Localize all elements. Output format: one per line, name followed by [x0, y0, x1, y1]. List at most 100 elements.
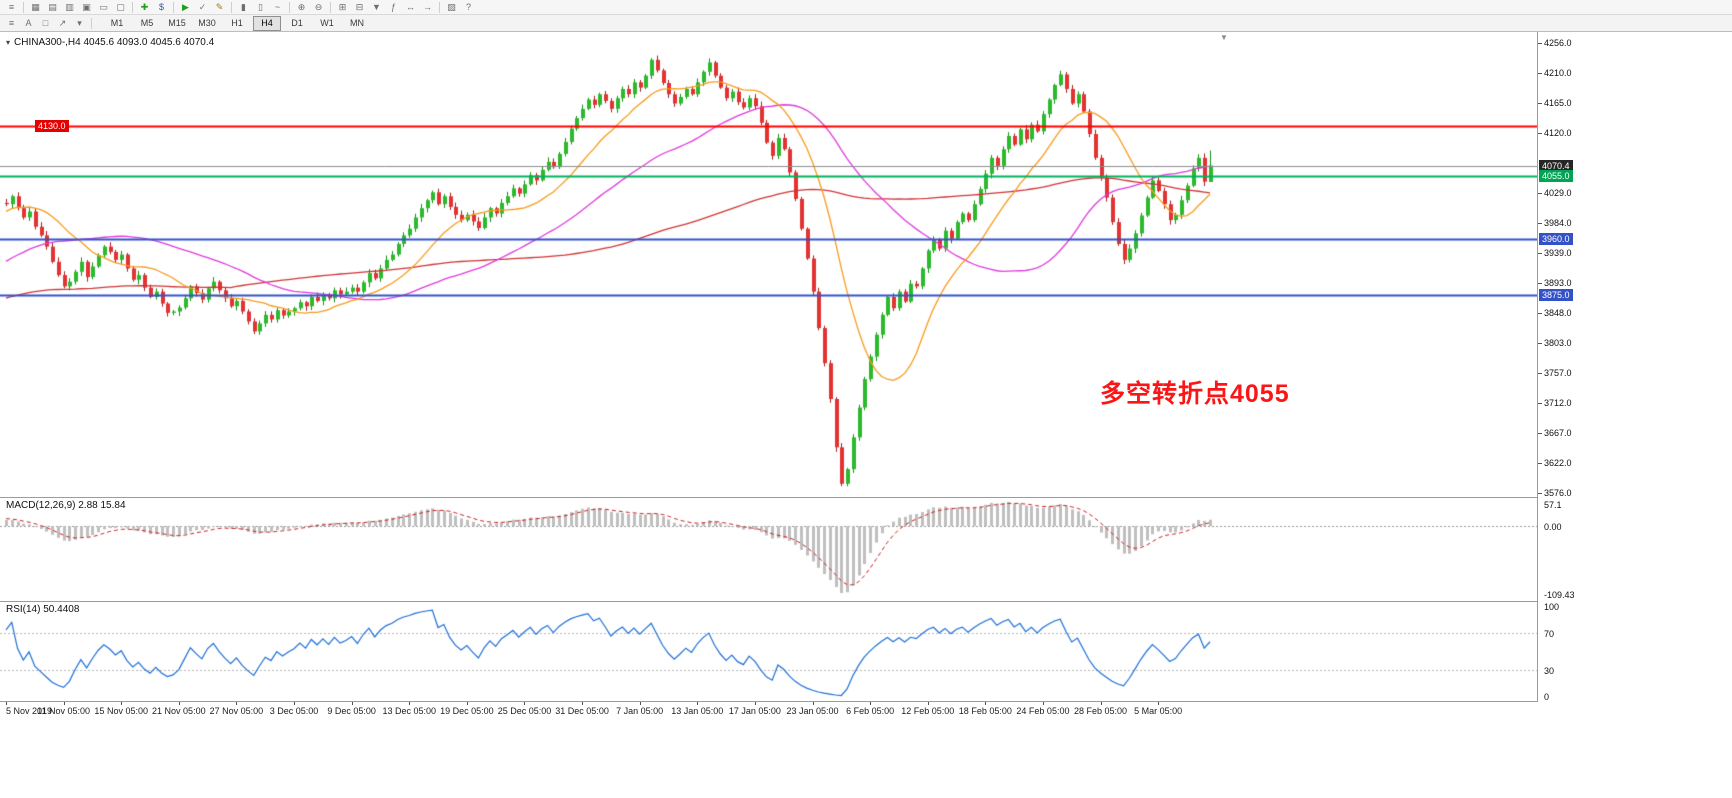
chart-menu-icon[interactable]: ▾ — [6, 38, 11, 47]
profiles-icon[interactable]: ▤ — [48, 1, 57, 12]
price-tick-mark — [1538, 373, 1542, 374]
price-tick-label: 3848.0 — [1544, 307, 1572, 318]
time-tick-label: 9 Dec 05:00 — [327, 706, 376, 716]
strategy-tester-icon[interactable]: ✓ — [198, 1, 207, 12]
templates-icon[interactable]: ▼ — [372, 1, 381, 12]
timeframe-button-d1[interactable]: D1 — [291, 17, 303, 28]
price-tick-mark — [1538, 403, 1542, 404]
price-tick-label: 3576.0 — [1544, 488, 1572, 499]
timeframe-button-mn[interactable]: MN — [350, 17, 364, 28]
line-chart-mode-icon[interactable]: ~ — [274, 1, 281, 12]
time-tick-mark — [352, 702, 353, 705]
timeframe-button-h1[interactable]: H1 — [231, 17, 243, 28]
candlestick-mode-icon[interactable]: ▯ — [258, 1, 263, 12]
time-tick-mark — [121, 702, 122, 705]
chart-shift-icon[interactable]: → — [423, 1, 432, 12]
rsi-axis-label: 30 — [1544, 666, 1555, 677]
objects-list-icon[interactable]: ≡ — [8, 17, 15, 28]
chart-shift-marker-icon[interactable]: ▼ — [1220, 33, 1228, 42]
price-axis[interactable]: 4256.0 4210.0 4165.0 4120.0 4029.0 3984.0 3939… — [1537, 32, 1732, 702]
rsi-canvas[interactable] — [0, 602, 1537, 701]
price-tick-mark — [1538, 103, 1542, 104]
price-tick-label: 3893.0 — [1544, 278, 1572, 289]
time-tick-label: 18 Feb 05:00 — [958, 706, 1012, 716]
time-tick-mark — [1158, 702, 1159, 705]
time-tick-label: 15 Nov 05:00 — [94, 706, 148, 716]
time-tick-mark — [697, 702, 698, 705]
price-line-badge: 4070.4 — [1539, 159, 1573, 172]
price-tick-mark — [1538, 193, 1542, 194]
arrows-tool-icon[interactable]: ↗ — [58, 17, 67, 28]
time-tick-label: 31 Dec 05:00 — [555, 706, 609, 716]
autoscroll-icon[interactable]: ↔ — [406, 1, 415, 12]
shapes-tool-icon[interactable]: □ — [42, 17, 49, 28]
pane-splitter-rsi[interactable] — [0, 601, 1732, 602]
price-chart-canvas[interactable] — [0, 32, 1537, 497]
rsi-label: RSI(14) 50.4408 — [6, 604, 80, 615]
menu-icon[interactable]: ≡ — [8, 1, 15, 12]
time-tick-label: 25 Dec 05:00 — [497, 706, 552, 716]
time-tick-mark — [294, 702, 295, 705]
time-tick-label: 13 Dec 05:00 — [382, 706, 437, 716]
timeframe-button-m30[interactable]: M30 — [198, 17, 216, 28]
indicators-icon[interactable]: ƒ — [390, 1, 396, 12]
time-tick-label: 23 Jan 05:00 — [786, 706, 839, 716]
timeframe-button-m15[interactable]: M15 — [168, 17, 186, 28]
price-tick-label: 4256.0 — [1544, 37, 1572, 48]
metaeditor-icon[interactable]: ✎ — [215, 1, 224, 12]
bar-chart-mode-icon[interactable]: ▮ — [241, 1, 246, 12]
time-tick-label: 5 Mar 05:00 — [1134, 706, 1183, 716]
time-tick-label: 5 Nov 2019 — [6, 706, 53, 716]
autotrading-icon[interactable]: ▶ — [182, 1, 189, 12]
terminal-icon[interactable]: ▢ — [116, 1, 125, 12]
time-tick-label: 11 Nov 05:00 — [37, 706, 91, 716]
time-tick-label: 13 Jan 05:00 — [671, 706, 724, 716]
navigator-icon[interactable]: ▭ — [99, 1, 108, 12]
toolbar-separator — [173, 1, 174, 13]
pane-splitter-macd[interactable] — [0, 497, 1732, 498]
toolbar-separator — [91, 17, 92, 29]
price-tick-label: 4029.0 — [1544, 187, 1572, 198]
text-tool-icon[interactable]: A — [25, 17, 32, 28]
timeframe-button-m1[interactable]: M1 — [110, 17, 124, 28]
price-tick-label: 3667.0 — [1544, 427, 1572, 438]
new-order-icon[interactable]: ✚ — [140, 1, 149, 12]
time-tick-mark — [1043, 702, 1044, 705]
time-tick-mark — [524, 702, 525, 705]
toolbar-separator — [231, 1, 232, 13]
market-watch-icon[interactable]: ▥ — [65, 1, 74, 12]
zoom-in-icon[interactable]: ⊕ — [297, 1, 306, 12]
price-tick-mark — [1538, 223, 1542, 224]
rsi-axis-label: 0 — [1544, 692, 1550, 702]
new-chart-icon[interactable]: ▦ — [31, 1, 40, 12]
macd-canvas[interactable] — [0, 498, 1537, 601]
price-tick-label: 3984.0 — [1544, 217, 1572, 228]
rsi-axis-label: 70 — [1544, 628, 1555, 639]
timeframe-button-w1[interactable]: W1 — [320, 17, 334, 28]
timeframe-button-m5[interactable]: M5 — [140, 17, 154, 28]
time-axis[interactable]: 5 Nov 2019 11 Nov 05:00 15 Nov 05:00 21 Nov… — [0, 702, 1537, 720]
trade-panel-icon[interactable]: $ — [158, 1, 164, 12]
tools-dropdown-icon[interactable]: ▾ — [77, 17, 82, 28]
zoom-out-icon[interactable]: ⊖ — [314, 1, 323, 12]
time-tick-mark — [409, 702, 410, 705]
print-icon[interactable]: ▨ — [447, 1, 456, 12]
time-tick-label: 21 Nov 05:00 — [152, 706, 206, 716]
tile-windows-icon[interactable]: ⊞ — [338, 1, 347, 12]
price-tick-label: 4210.0 — [1544, 68, 1572, 79]
time-tick-label: 3 Dec 05:00 — [269, 706, 319, 716]
price-line-badge: 4130.0 — [35, 120, 69, 133]
time-tick-label: 6 Feb 05:00 — [846, 706, 895, 716]
macd-axis-label: -109.43 — [1544, 590, 1575, 600]
cascade-windows-icon[interactable]: ⊟ — [355, 1, 364, 12]
time-tick-mark — [985, 702, 986, 705]
help-icon[interactable]: ? — [465, 1, 471, 12]
price-tick-label: 4165.0 — [1544, 97, 1572, 108]
timeframe-button-h4[interactable]: H4 — [253, 15, 281, 31]
annotation-text: 多空转折点4055 — [1100, 380, 1290, 408]
toolbar-separator — [439, 1, 440, 13]
price-tick-label: 3622.0 — [1544, 457, 1572, 468]
price-tick-mark — [1538, 43, 1542, 44]
data-window-icon[interactable]: ▣ — [82, 1, 91, 12]
